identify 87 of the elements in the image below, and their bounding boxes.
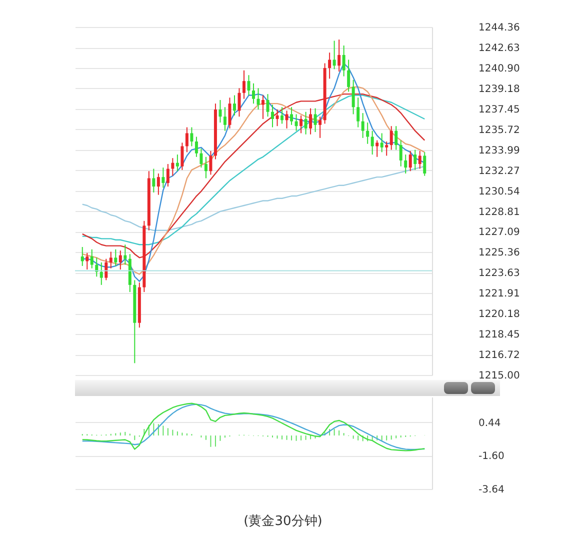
- candlestick: [380, 132, 384, 153]
- candlestick: [404, 154, 408, 174]
- candlestick: [156, 173, 160, 196]
- candlestick: [352, 79, 355, 115]
- candlestick: [204, 156, 208, 179]
- candlestick: [176, 154, 179, 172]
- y-tick-label: 1215.00: [478, 370, 520, 382]
- candlestick: [276, 108, 279, 127]
- candlestick: [304, 111, 308, 135]
- candlestick: [223, 106, 226, 132]
- candlestick: [414, 149, 417, 170]
- candlestick: [86, 252, 89, 270]
- candlestick: [162, 167, 165, 188]
- candlestick: [180, 142, 184, 170]
- candlestick: [166, 164, 170, 188]
- candlestick: [247, 74, 250, 96]
- candlestick: [423, 152, 426, 176]
- y-tick-label: 1232.27: [478, 166, 520, 177]
- y-tick-label: 1235.72: [478, 124, 520, 136]
- candlestick: [394, 126, 398, 150]
- candlestick: [328, 52, 332, 80]
- candlestick: [209, 150, 212, 176]
- candlestick: [347, 59, 350, 92]
- y-tick-label: 1244.36: [478, 22, 520, 34]
- candlestick: [262, 94, 265, 120]
- candlestick: [200, 148, 203, 168]
- candlestick: [390, 126, 393, 150]
- y-tick-label: 1223.63: [478, 268, 520, 280]
- candlestick: [190, 126, 194, 147]
- candlestick: [338, 39, 341, 72]
- candlestick: [185, 126, 188, 153]
- text: (黄金30分钟): [242, 513, 324, 530]
- candlestick: [228, 97, 232, 129]
- candlestick: [366, 122, 370, 144]
- candlestick: [342, 44, 346, 77]
- y-tick-label: 0.44: [478, 418, 501, 429]
- y-tick-label: 1227.09: [478, 227, 520, 238]
- candlestick: [104, 258, 108, 281]
- candlestick: [152, 168, 156, 193]
- candlestick: [124, 244, 127, 266]
- candlestick: [242, 70, 246, 100]
- candlestick: [309, 108, 312, 135]
- candlestick: [252, 82, 255, 104]
- y-tick-label: 1221.91: [478, 288, 520, 300]
- candlestick: [408, 150, 412, 172]
- candlestick: [399, 140, 402, 167]
- y-tick-label: 1239.18: [478, 84, 520, 95]
- candlestick: [90, 248, 94, 269]
- candlestick: [385, 141, 388, 156]
- y-tick-label: 1218.45: [478, 330, 520, 341]
- candlestick: [114, 248, 118, 266]
- candlestick: [332, 40, 336, 70]
- candlestick: [370, 130, 374, 156]
- candlestick: [194, 136, 198, 158]
- candlestick: [318, 116, 322, 138]
- candlestick: [266, 94, 270, 118]
- y-tick-label: 1237.45: [478, 104, 520, 116]
- candlestick: [294, 114, 298, 132]
- candlestick: [300, 114, 303, 134]
- candlestick: [238, 88, 241, 118]
- y-tick-label: -1.60: [478, 451, 504, 462]
- candlestick: [232, 94, 236, 116]
- y-tick-label: 1228.81: [478, 206, 520, 218]
- candlestick: [80, 246, 84, 266]
- candlestick: [118, 250, 122, 270]
- candlestick: [285, 110, 288, 129]
- candlestick: [356, 97, 360, 128]
- candlestick: [361, 112, 364, 138]
- y-tick-label: 1216.72: [478, 350, 520, 362]
- candlestick: [271, 104, 274, 128]
- y-tick-label: 1233.99: [478, 145, 520, 156]
- candlestick: [376, 140, 379, 158]
- candlestick: [280, 106, 284, 124]
- candlestick: [218, 100, 222, 124]
- candlestick: [171, 158, 174, 176]
- candlestick: [109, 251, 112, 269]
- y-tick-label: -3.64: [478, 484, 504, 496]
- candlestick: [418, 150, 422, 170]
- candlestick: [314, 108, 317, 133]
- y-tick-label: 1230.54: [478, 186, 520, 198]
- candlestick: [290, 106, 294, 126]
- candlestick: [100, 262, 103, 286]
- y-tick-label: 1240.90: [478, 64, 520, 75]
- candlestick: [256, 88, 260, 110]
- y-tick-label: 1225.36: [478, 248, 520, 259]
- y-tick-label: 1220.18: [478, 309, 520, 320]
- y-tick-label: 1242.63: [478, 43, 520, 54]
